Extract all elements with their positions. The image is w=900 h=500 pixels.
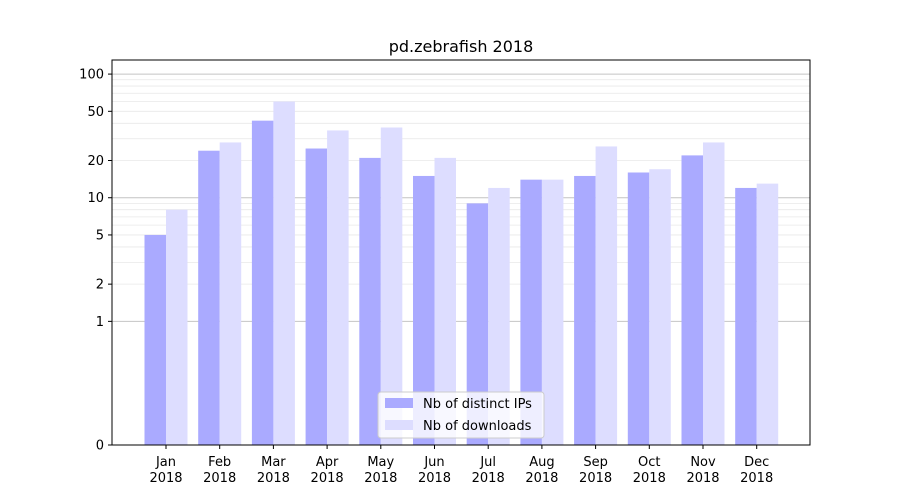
x-tick-label-year: 2018 bbox=[418, 471, 451, 486]
bar-distinct-ips-oct bbox=[627, 172, 650, 446]
x-tick-label-month: Jun bbox=[423, 455, 444, 470]
bar-downloads-oct bbox=[649, 169, 671, 445]
chart-title: pd.zebrafish 2018 bbox=[389, 37, 534, 56]
legend-label-distinct-ips: Nb of distinct IPs bbox=[423, 397, 532, 412]
x-tick-label-year: 2018 bbox=[257, 471, 290, 486]
bar-downloads-dec bbox=[756, 183, 779, 445]
bar-downloads-mar bbox=[273, 101, 295, 445]
x-tick-label-year: 2018 bbox=[203, 471, 236, 486]
legend-label-downloads: Nb of downloads bbox=[423, 419, 532, 434]
legend-swatch-downloads bbox=[385, 420, 413, 430]
y-tick-label: 5 bbox=[96, 228, 104, 243]
x-tick-label-year: 2018 bbox=[364, 471, 397, 486]
x-axis: Jan2018Feb2018Mar2018Apr2018May2018Jun20… bbox=[149, 445, 773, 486]
bar-downloads-jan bbox=[166, 209, 188, 445]
x-tick-label-year: 2018 bbox=[149, 471, 182, 486]
legend-box bbox=[377, 391, 545, 439]
y-axis: 0 1 2 5 10 20 50 100 bbox=[79, 68, 112, 454]
bar-distinct-ips-jan bbox=[144, 234, 166, 445]
x-tick-label-year: 2018 bbox=[472, 471, 505, 486]
legend-swatch-distinct-ips bbox=[385, 398, 413, 408]
y-tick-label: 100 bbox=[79, 68, 104, 83]
x-tick-label-year: 2018 bbox=[633, 471, 666, 486]
x-tick-label-month: Jan bbox=[155, 455, 176, 470]
bar-downloads-apr bbox=[327, 130, 349, 445]
x-tick-label-year: 2018 bbox=[579, 471, 612, 486]
x-tick-label-month: Aug bbox=[529, 455, 554, 470]
bar-downloads-sep bbox=[595, 146, 618, 445]
x-tick-label-month: May bbox=[367, 455, 394, 470]
bar-distinct-ips-jun bbox=[413, 175, 435, 445]
bar-distinct-ips-aug bbox=[520, 179, 542, 446]
y-tick-label: 2 bbox=[96, 278, 104, 293]
bar-distinct-ips-may bbox=[359, 157, 381, 446]
bar-downloads-jul bbox=[488, 187, 510, 445]
y-tick-label: 1 bbox=[96, 315, 104, 330]
x-tick-label-month: Sep bbox=[583, 455, 608, 470]
y-tick-label: 50 bbox=[87, 105, 104, 120]
x-tick-label-month: Dec bbox=[744, 455, 769, 470]
bar-distinct-ips-dec bbox=[735, 187, 757, 445]
x-tick-label-month: Apr bbox=[316, 455, 339, 470]
x-tick-label-year: 2018 bbox=[740, 471, 773, 486]
bar-downloads-jun bbox=[434, 157, 456, 446]
bar-distinct-ips-apr bbox=[305, 148, 328, 445]
bar-distinct-ips-feb bbox=[198, 150, 220, 445]
bar-downloads-aug bbox=[541, 179, 564, 446]
x-tick-label-month: Oct bbox=[638, 455, 660, 470]
bar-downloads-feb bbox=[219, 142, 242, 445]
x-tick-label-month: Mar bbox=[261, 455, 286, 470]
y-tick-label: 0 bbox=[96, 439, 104, 454]
y-tick-label: 20 bbox=[87, 154, 104, 169]
bar-distinct-ips-sep bbox=[574, 175, 596, 445]
bar-downloads-may bbox=[380, 127, 403, 446]
x-tick-label-year: 2018 bbox=[311, 471, 344, 486]
plot-frame bbox=[111, 59, 811, 446]
x-tick-label-year: 2018 bbox=[686, 471, 719, 486]
bar-distinct-ips-jul bbox=[466, 203, 489, 445]
x-tick-label-month: Nov bbox=[690, 455, 716, 470]
bars-layer bbox=[144, 101, 779, 446]
bar-distinct-ips-nov bbox=[681, 155, 703, 445]
bar-distinct-ips-mar bbox=[251, 120, 274, 446]
x-tick-label-year: 2018 bbox=[525, 471, 558, 486]
x-tick-label-month: Jul bbox=[479, 455, 496, 470]
y-tick-label: 10 bbox=[87, 191, 104, 206]
bar-downloads-nov bbox=[703, 142, 725, 445]
x-tick-label-month: Feb bbox=[208, 455, 231, 470]
legend: Nb of distinct IPs Nb of downloads bbox=[377, 391, 545, 439]
